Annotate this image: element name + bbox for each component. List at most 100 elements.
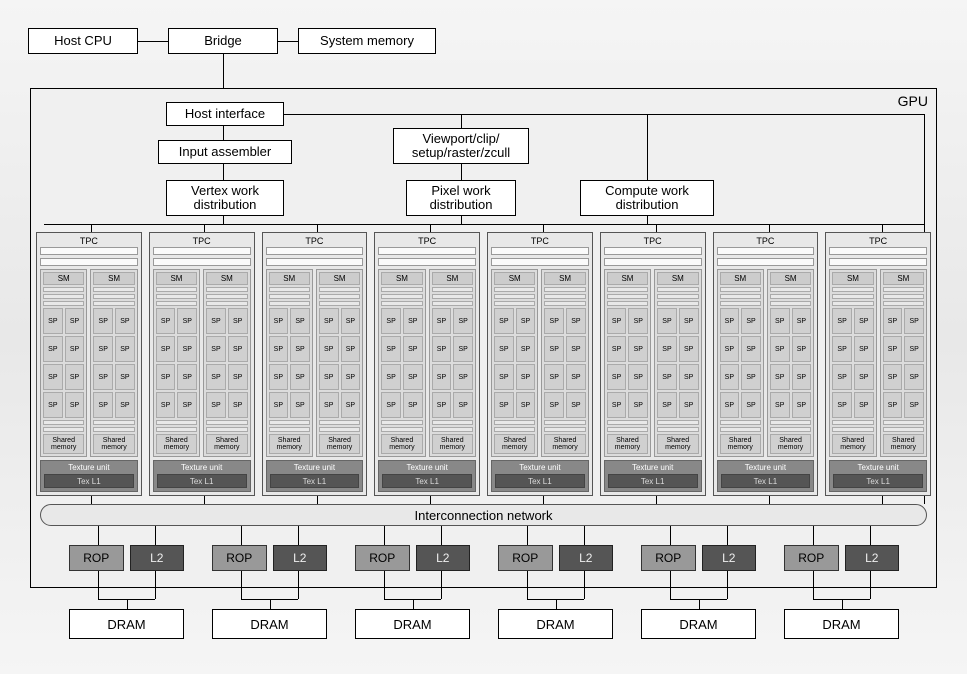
sp: SP [156,392,176,418]
texture-unit: Texture unitTex L1 [717,460,815,492]
sp: SP [741,308,761,334]
line-bridge-mem [278,41,298,42]
sm: SMSPSPSPSPSPSPSPSPShared memory [880,269,927,457]
sp: SP [453,392,473,418]
sp: SP [720,392,740,418]
sm: SMSPSPSPSPSPSPSPSPShared memory [429,269,476,457]
host-cpu-label: Host CPU [54,34,112,48]
sp: SP [628,392,648,418]
texture-unit: Texture unitTex L1 [491,460,589,492]
sp: SP [516,308,536,334]
sp: SP [792,308,812,334]
tpc: TPCSMSPSPSPSPSPSPSPSPShared memorySMSPSP… [713,232,819,496]
sp: SP [516,364,536,390]
sp: SP [206,392,226,418]
tex-l1: Tex L1 [270,474,360,488]
sp: SP [544,336,564,362]
sp: SP [770,308,790,334]
sp: SP [607,364,627,390]
sp: SP [65,364,85,390]
sp: SP [65,308,85,334]
sp: SP [93,336,113,362]
sp: SP [566,336,586,362]
sp: SP [403,308,423,334]
sp: SP [628,308,648,334]
tpc: TPCSMSPSPSPSPSPSPSPSPShared memorySMSPSP… [374,232,480,496]
shared-memory: Shared memory [319,434,360,454]
shared-memory: Shared memory [720,434,761,454]
sp: SP [904,336,924,362]
sp: SP [566,308,586,334]
sp: SP [403,336,423,362]
sp: SP [657,364,677,390]
sp: SP [679,392,699,418]
sp: SP [115,392,135,418]
sp: SP [453,308,473,334]
sp: SP [290,392,310,418]
l2: L2 [273,545,328,571]
sm: SMSPSPSPSPSPSPSPSPShared memory [40,269,87,457]
l2: L2 [702,545,757,571]
sp: SP [854,308,874,334]
l2: L2 [845,545,900,571]
tpc: TPCSMSPSPSPSPSPSPSPSPShared memorySMSPSP… [262,232,368,496]
sp: SP [269,308,289,334]
sp: SP [720,308,740,334]
sp: SP [341,336,361,362]
sp: SP [832,308,852,334]
sp: SP [403,364,423,390]
sp: SP [319,392,339,418]
sp: SP [156,364,176,390]
texture-unit: Texture unitTex L1 [829,460,927,492]
sp: SP [381,392,401,418]
system-memory-box: System memory [298,28,436,54]
tpc-label: TPC [717,235,815,247]
sp: SP [269,364,289,390]
sp: SP [432,308,452,334]
line-vertex-down [223,216,224,224]
shared-memory: Shared memory [43,434,84,454]
sp: SP [516,392,536,418]
sp: SP [741,392,761,418]
sp: SP [494,364,514,390]
sp: SP [720,364,740,390]
sp: SP [832,336,852,362]
sp: SP [883,364,903,390]
sm: SMSPSPSPSPSPSPSPSPShared memory [604,269,651,457]
sm: SMSPSPSPSPSPSPSPSPShared memory [717,269,764,457]
compute-work-box: Compute work distribution [580,180,714,216]
sp: SP [657,336,677,362]
sm: SMSPSPSPSPSPSPSPSPShared memory [316,269,363,457]
shared-memory: Shared memory [206,434,247,454]
sm: SMSPSPSPSPSPSPSPSPShared memory [491,269,538,457]
texture-unit: Texture unitTex L1 [40,460,138,492]
rop: ROP [355,545,410,571]
line-hostif-inputasm [223,126,224,140]
sp: SP [516,336,536,362]
bridge-label: Bridge [204,34,242,48]
sp: SP [177,364,197,390]
sp: SP [319,336,339,362]
sp: SP [43,364,63,390]
sp: SP [544,392,564,418]
shared-memory: Shared memory [883,434,924,454]
tpc: TPCSMSPSPSPSPSPSPSPSPShared memorySMSPSP… [600,232,706,496]
dram: DRAM [355,609,470,639]
sp: SP [341,392,361,418]
line-cpu-bridge [138,41,168,42]
sp: SP [628,364,648,390]
rop: ROP [498,545,553,571]
shared-memory: Shared memory [770,434,811,454]
rop-l2-row: ROPL2ROPL2ROPL2ROPL2ROPL2ROPL2 [69,545,899,571]
sp: SP [43,336,63,362]
sp: SP [432,364,452,390]
sp: SP [93,364,113,390]
sp: SP [341,308,361,334]
tpc: TPCSMSPSPSPSPSPSPSPSPShared memorySMSPSP… [825,232,931,496]
tpc-label: TPC [153,235,251,247]
texture-unit: Texture unitTex L1 [266,460,364,492]
sp: SP [494,392,514,418]
sp: SP [290,336,310,362]
sp: SP [156,308,176,334]
sp: SP [156,336,176,362]
